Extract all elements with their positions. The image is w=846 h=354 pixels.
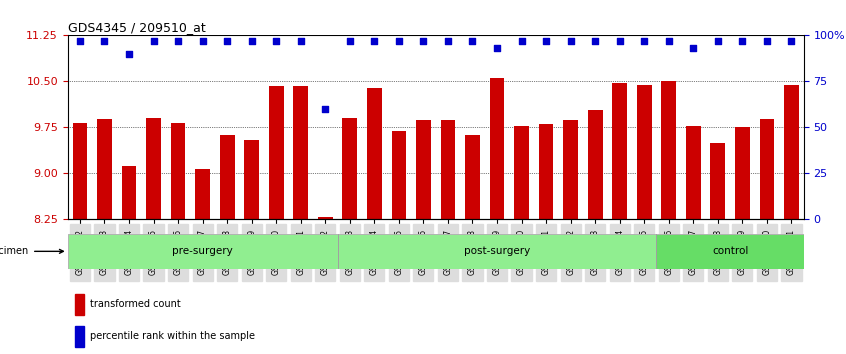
Bar (563, 120, 578, 219)
Bar (514, 126, 529, 219)
Bar (490, 78, 504, 219)
FancyBboxPatch shape (68, 234, 338, 269)
Bar (613, 83, 627, 219)
Point (539, 38, 552, 44)
Point (686, 45, 700, 51)
Point (784, 38, 798, 44)
Bar (171, 122, 185, 219)
Point (563, 38, 577, 44)
Point (465, 38, 479, 44)
Bar (97, 119, 112, 219)
Text: control: control (712, 246, 748, 256)
Point (416, 38, 430, 44)
Point (220, 38, 233, 44)
Bar (588, 110, 602, 219)
Point (662, 38, 675, 44)
Bar (294, 86, 308, 219)
Point (637, 38, 651, 44)
Point (294, 38, 307, 44)
Bar (416, 120, 431, 219)
FancyBboxPatch shape (656, 234, 804, 269)
Bar (539, 124, 553, 219)
Point (490, 45, 503, 51)
Point (343, 38, 356, 44)
Bar (465, 136, 480, 219)
Bar (760, 119, 774, 219)
Text: transformed count: transformed count (90, 299, 180, 309)
Bar (75, 326, 84, 347)
Point (760, 38, 773, 44)
Bar (637, 85, 651, 219)
Bar (686, 126, 700, 219)
Point (367, 38, 381, 44)
Text: pre-surgery: pre-surgery (173, 246, 233, 256)
Bar (343, 118, 357, 219)
Bar (392, 131, 406, 219)
Point (171, 38, 184, 44)
Bar (73, 123, 87, 219)
Point (441, 38, 454, 44)
Text: percentile rank within the sample: percentile rank within the sample (90, 331, 255, 341)
Bar (220, 135, 234, 219)
Point (318, 106, 332, 112)
Point (269, 38, 283, 44)
Point (588, 38, 602, 44)
Bar (662, 81, 676, 219)
Point (146, 38, 160, 44)
Point (122, 51, 135, 57)
FancyBboxPatch shape (338, 234, 656, 269)
Bar (244, 140, 259, 219)
Point (392, 38, 405, 44)
Point (711, 38, 724, 44)
Text: post-surgery: post-surgery (464, 246, 530, 256)
Bar (367, 87, 382, 219)
Point (244, 38, 258, 44)
Bar (711, 143, 725, 219)
Bar (75, 294, 84, 315)
Bar (784, 85, 799, 219)
Point (97, 38, 111, 44)
Bar (195, 169, 210, 219)
Point (613, 38, 626, 44)
Bar (735, 127, 750, 219)
Point (73, 38, 86, 44)
Bar (146, 118, 161, 219)
Bar (441, 120, 455, 219)
Bar (269, 86, 283, 219)
Bar (122, 166, 136, 219)
Text: specimen: specimen (0, 246, 63, 256)
Text: GDS4345 / 209510_at: GDS4345 / 209510_at (68, 21, 206, 34)
Point (735, 38, 749, 44)
Point (514, 38, 528, 44)
Bar (318, 217, 332, 219)
Point (195, 38, 209, 44)
